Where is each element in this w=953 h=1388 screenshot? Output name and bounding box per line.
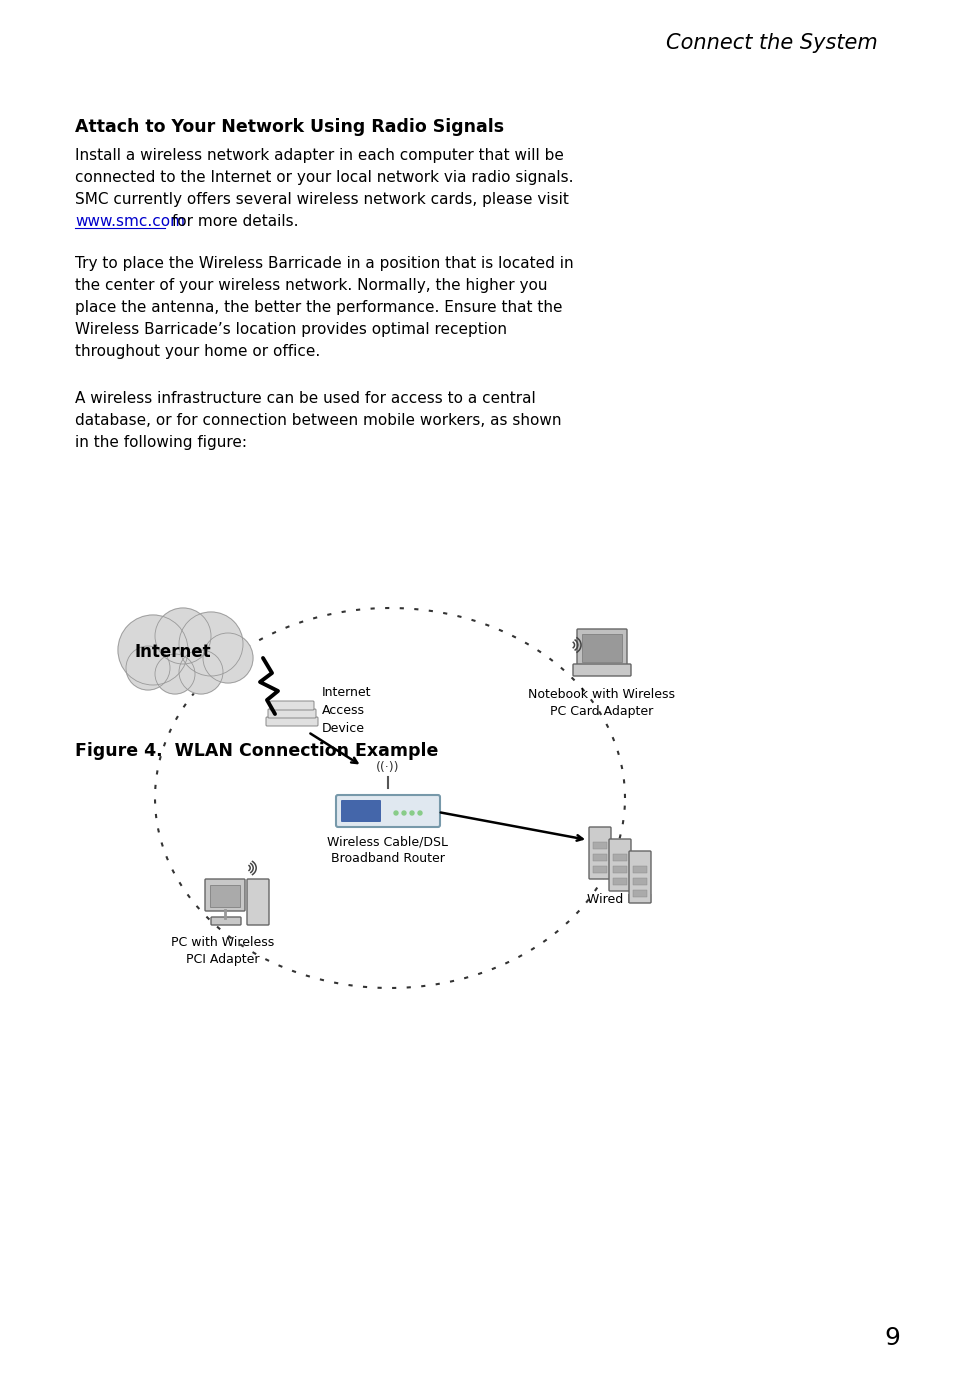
Circle shape	[410, 811, 414, 815]
FancyBboxPatch shape	[340, 799, 380, 822]
Circle shape	[203, 633, 253, 683]
FancyBboxPatch shape	[593, 854, 606, 861]
Text: for more details.: for more details.	[167, 214, 298, 229]
FancyBboxPatch shape	[205, 879, 245, 911]
Text: place the antenna, the better the performance. Ensure that the: place the antenna, the better the perfor…	[75, 300, 562, 315]
FancyBboxPatch shape	[577, 629, 626, 666]
FancyBboxPatch shape	[211, 917, 241, 924]
FancyBboxPatch shape	[268, 709, 315, 718]
FancyBboxPatch shape	[266, 718, 317, 726]
FancyBboxPatch shape	[633, 890, 646, 897]
FancyBboxPatch shape	[588, 827, 610, 879]
Text: Connect the System: Connect the System	[665, 33, 877, 53]
Text: SMC currently offers several wireless network cards, please visit: SMC currently offers several wireless ne…	[75, 192, 568, 207]
Text: www.smc.com: www.smc.com	[75, 214, 185, 229]
Text: Internet
Access
Device: Internet Access Device	[322, 686, 371, 734]
Text: PC with Wireless
PCI Adapter: PC with Wireless PCI Adapter	[172, 936, 274, 966]
Text: throughout your home or office.: throughout your home or office.	[75, 344, 320, 359]
Text: Wireless Barricade’s location provides optimal reception: Wireless Barricade’s location provides o…	[75, 322, 506, 337]
Text: Notebook with Wireless
PC Card Adapter: Notebook with Wireless PC Card Adapter	[528, 688, 675, 718]
Text: 9: 9	[883, 1326, 899, 1351]
Text: the center of your wireless network. Normally, the higher you: the center of your wireless network. Nor…	[75, 278, 547, 293]
Text: Wired LAN: Wired LAN	[587, 892, 652, 906]
Text: connected to the Internet or your local network via radio signals.: connected to the Internet or your local …	[75, 169, 573, 185]
FancyBboxPatch shape	[573, 663, 630, 676]
FancyBboxPatch shape	[628, 851, 650, 904]
Text: Install a wireless network adapter in each computer that will be: Install a wireless network adapter in ea…	[75, 149, 563, 162]
Text: database, or for connection between mobile workers, as shown: database, or for connection between mobi…	[75, 414, 561, 428]
FancyBboxPatch shape	[270, 701, 314, 711]
Text: Internet: Internet	[134, 643, 212, 661]
FancyBboxPatch shape	[593, 866, 606, 873]
Text: A wireless infrastructure can be used for access to a central: A wireless infrastructure can be used fo…	[75, 391, 536, 407]
FancyBboxPatch shape	[633, 866, 646, 873]
FancyBboxPatch shape	[613, 866, 626, 873]
FancyBboxPatch shape	[613, 854, 626, 861]
Circle shape	[417, 811, 421, 815]
Circle shape	[179, 650, 223, 694]
FancyBboxPatch shape	[335, 795, 439, 827]
Text: Figure 4.  WLAN Connection Example: Figure 4. WLAN Connection Example	[75, 743, 438, 761]
Circle shape	[394, 811, 397, 815]
FancyBboxPatch shape	[608, 838, 630, 891]
Text: ((·)): ((·))	[375, 761, 399, 773]
FancyBboxPatch shape	[633, 879, 646, 886]
Circle shape	[401, 811, 406, 815]
Text: Wireless Cable/DSL
Broadband Router: Wireless Cable/DSL Broadband Router	[327, 836, 448, 865]
Circle shape	[126, 645, 170, 690]
FancyBboxPatch shape	[210, 886, 240, 906]
Text: in the following figure:: in the following figure:	[75, 434, 247, 450]
Circle shape	[154, 654, 194, 694]
Circle shape	[179, 612, 243, 676]
Text: Attach to Your Network Using Radio Signals: Attach to Your Network Using Radio Signa…	[75, 118, 503, 136]
FancyBboxPatch shape	[581, 634, 621, 662]
FancyBboxPatch shape	[593, 843, 606, 849]
FancyBboxPatch shape	[247, 879, 269, 924]
Text: Try to place the Wireless Barricade in a position that is located in: Try to place the Wireless Barricade in a…	[75, 255, 573, 271]
Circle shape	[118, 615, 188, 686]
FancyBboxPatch shape	[613, 879, 626, 886]
Circle shape	[154, 608, 211, 663]
